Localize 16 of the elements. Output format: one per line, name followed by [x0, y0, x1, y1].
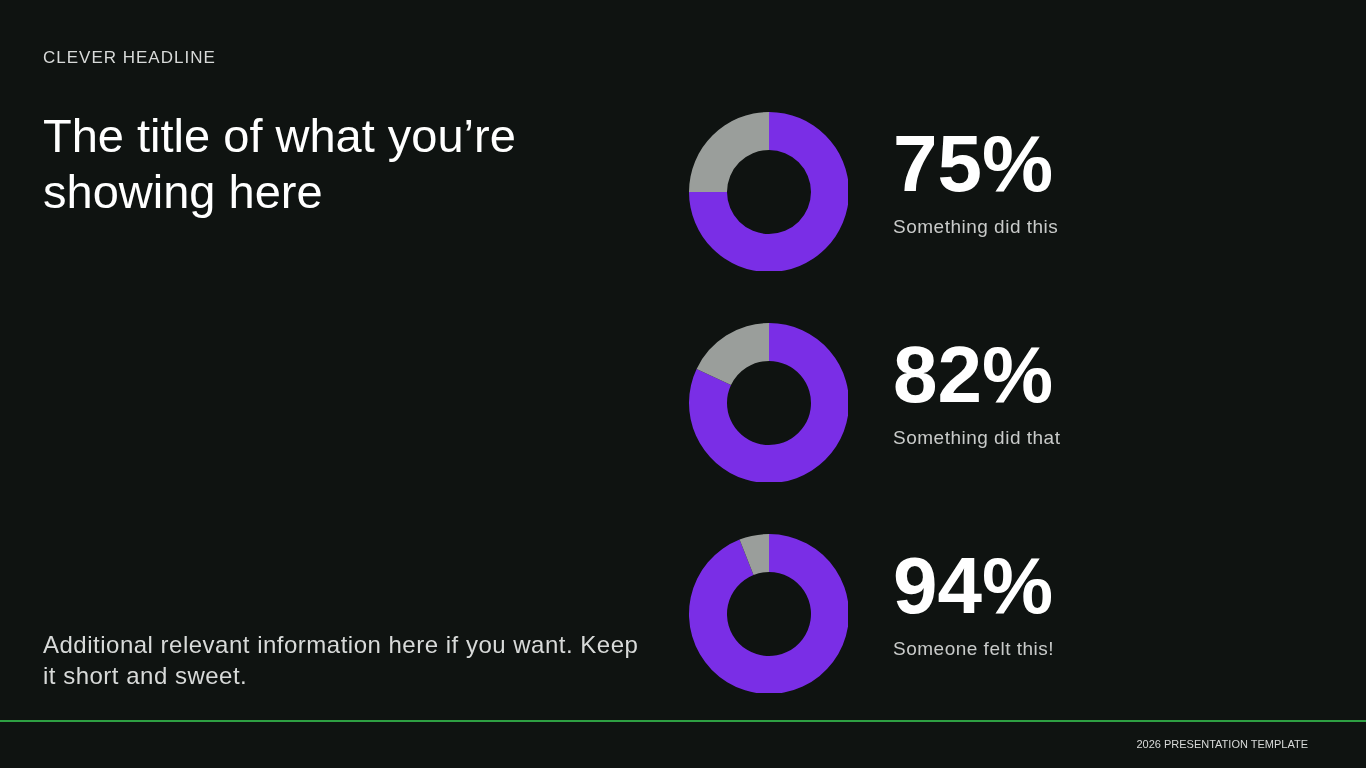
text: Additional relevant information here if you want. Keep it short and sweet.	[43, 630, 640, 691]
donut-slice	[739, 534, 769, 575]
text: Something did this	[893, 216, 1059, 238]
data-label: 75%	[893, 119, 1054, 209]
data-label: 94%	[893, 541, 1054, 631]
text: CLEVER HEADLINE	[43, 48, 216, 68]
donut-slice	[689, 112, 848, 271]
donut-slice	[696, 323, 769, 386]
text: Someone felt this!	[893, 638, 1055, 660]
donut-slice	[689, 323, 848, 482]
text: The title of what you’re showing here	[43, 108, 517, 220]
text: Something did that	[893, 427, 1061, 449]
donut-slice	[689, 112, 769, 192]
text: 2026 PRESENTATION TEMPLATE	[1136, 738, 1308, 750]
data-label: 82%	[893, 330, 1054, 420]
donut-slice	[689, 534, 848, 693]
